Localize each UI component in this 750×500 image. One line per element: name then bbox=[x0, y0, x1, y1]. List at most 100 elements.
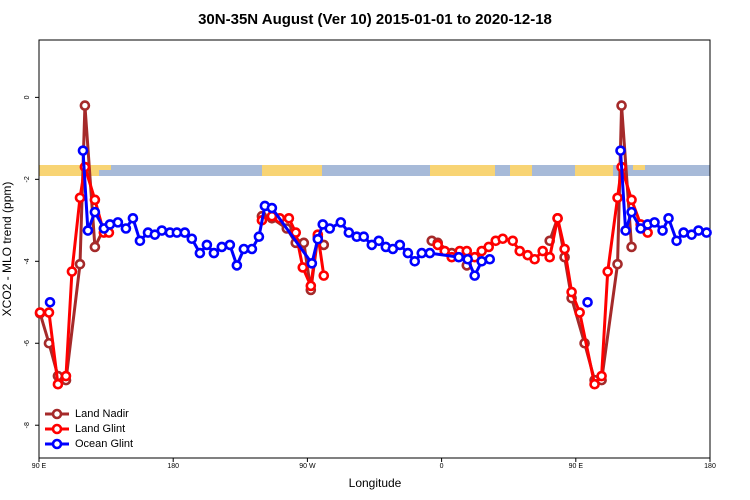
y-tick-label: 0 bbox=[24, 95, 31, 99]
data-point bbox=[82, 225, 94, 236]
data-point bbox=[663, 212, 674, 224]
data-point bbox=[657, 225, 668, 236]
data-point bbox=[507, 235, 519, 247]
data-point bbox=[671, 235, 682, 247]
x-tick-label: 180 bbox=[704, 463, 716, 470]
data-point bbox=[483, 241, 495, 253]
legend-swatch-marker bbox=[51, 408, 63, 420]
land-ocean-strip bbox=[39, 165, 710, 176]
data-point bbox=[52, 378, 64, 390]
data-point bbox=[462, 253, 473, 265]
legend-label: Land Nadir bbox=[75, 408, 129, 420]
data-point bbox=[318, 270, 330, 281]
data-point bbox=[305, 280, 317, 292]
x-tick-label: 90 W bbox=[299, 463, 316, 470]
data-point bbox=[79, 100, 91, 111]
y-tick-label: -2 bbox=[24, 176, 31, 182]
data-point bbox=[529, 253, 540, 265]
data-point bbox=[544, 251, 556, 263]
data-point bbox=[537, 245, 548, 257]
data-point bbox=[112, 217, 124, 228]
data-point bbox=[290, 227, 302, 238]
data-point bbox=[566, 286, 577, 298]
data-point bbox=[283, 212, 295, 224]
data-point bbox=[552, 212, 563, 224]
data-point bbox=[44, 296, 56, 308]
data-point bbox=[693, 225, 704, 236]
data-point bbox=[297, 262, 309, 273]
data-point bbox=[626, 194, 637, 206]
data-point bbox=[89, 241, 101, 253]
data-point bbox=[461, 245, 473, 257]
data-point bbox=[224, 239, 236, 251]
data-point bbox=[559, 243, 570, 255]
data-point bbox=[298, 237, 310, 249]
data-point bbox=[596, 370, 607, 382]
data-point bbox=[246, 243, 258, 255]
data-point bbox=[253, 231, 265, 243]
data-point bbox=[678, 227, 689, 238]
data-point bbox=[620, 225, 631, 236]
x-axis-label: Longitude bbox=[349, 476, 402, 490]
data-point bbox=[612, 258, 623, 270]
data-point bbox=[612, 192, 623, 204]
data-point bbox=[514, 245, 526, 257]
data-point bbox=[77, 145, 89, 156]
data-point bbox=[373, 235, 385, 247]
legend-swatch-marker bbox=[51, 423, 63, 435]
data-point bbox=[701, 227, 712, 238]
data-point bbox=[589, 378, 600, 390]
data-point bbox=[89, 206, 101, 218]
data-point bbox=[476, 255, 488, 267]
legend-swatch-marker bbox=[51, 438, 63, 450]
data-point bbox=[432, 239, 444, 251]
data-point bbox=[358, 231, 370, 243]
data-point bbox=[66, 266, 78, 277]
x-tick-label: 90 E bbox=[569, 463, 584, 470]
y-tick-label: -6 bbox=[24, 340, 31, 346]
data-point bbox=[453, 251, 465, 263]
legend: Land Nadir Land Glint Ocean Glint bbox=[45, 408, 133, 450]
y-axis-label: XCO2 - MLO trend (ppm) bbox=[0, 182, 14, 317]
data-point bbox=[424, 247, 436, 259]
data-point bbox=[156, 225, 168, 236]
data-point bbox=[394, 239, 406, 251]
data-point bbox=[194, 247, 206, 259]
data-point bbox=[34, 307, 46, 318]
data-point bbox=[335, 217, 347, 228]
x-tick-label: 0 bbox=[440, 463, 444, 470]
x-tick-label: 90 E bbox=[32, 463, 47, 470]
data-point bbox=[484, 253, 496, 265]
data-point bbox=[582, 296, 593, 308]
data-point bbox=[74, 192, 86, 204]
data-point bbox=[324, 223, 336, 234]
data-point bbox=[186, 233, 198, 245]
data-point bbox=[208, 247, 220, 259]
data-point bbox=[469, 270, 481, 281]
data-point bbox=[43, 307, 55, 318]
data-point bbox=[626, 241, 637, 253]
data-point bbox=[574, 307, 585, 318]
legend-label: Land Glint bbox=[75, 423, 125, 435]
y-tick-label: -8 bbox=[24, 422, 31, 428]
data-point bbox=[649, 217, 660, 228]
data-point bbox=[60, 370, 72, 382]
data-point bbox=[231, 260, 243, 271]
data-point bbox=[626, 206, 637, 218]
data-point bbox=[616, 100, 627, 111]
data-point bbox=[615, 145, 626, 156]
plot-frame bbox=[38, 39, 711, 459]
legend-label: Ocean Glint bbox=[75, 438, 133, 450]
series-line bbox=[40, 165, 649, 386]
chart-title: 30N-35N August (Ver 10) 2015-01-01 to 20… bbox=[198, 11, 552, 28]
data-point bbox=[402, 247, 414, 259]
data-point bbox=[74, 258, 86, 270]
data-point bbox=[120, 223, 132, 234]
data-point bbox=[306, 258, 318, 269]
data-point bbox=[497, 233, 509, 245]
series-line bbox=[38, 104, 634, 382]
data-point bbox=[602, 266, 614, 277]
data-point bbox=[343, 227, 355, 238]
data-point bbox=[179, 227, 191, 238]
